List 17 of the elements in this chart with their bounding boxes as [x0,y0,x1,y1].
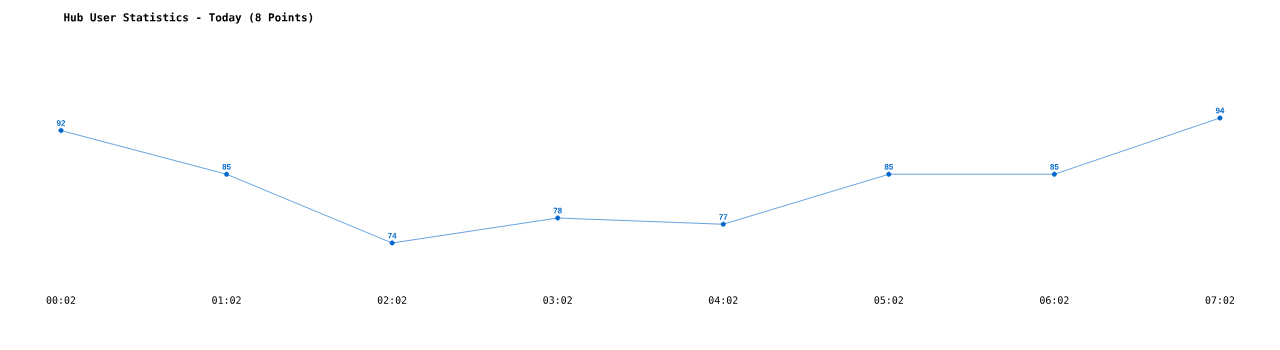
point [58,128,64,133]
point [886,171,892,177]
x-tick-label: 04:02 [708,296,738,304]
chart-title: Hub User Statistics - Today (8 Points) [64,12,313,24]
point [1051,171,1057,177]
point [224,171,230,177]
point [389,240,395,246]
x-tick-label: 03:02 [543,296,572,304]
point [720,221,726,227]
x-tick-label: 07:02 [1205,296,1235,304]
x-tick-label: 00:02 [46,296,76,304]
x-tick-label: 02:02 [377,296,407,304]
x-tick-label: 05:02 [874,296,903,304]
point [1217,115,1223,121]
point [555,215,561,221]
x-tick-label: 06:02 [1040,296,1069,304]
x-tick-label: 01:02 [212,296,241,304]
